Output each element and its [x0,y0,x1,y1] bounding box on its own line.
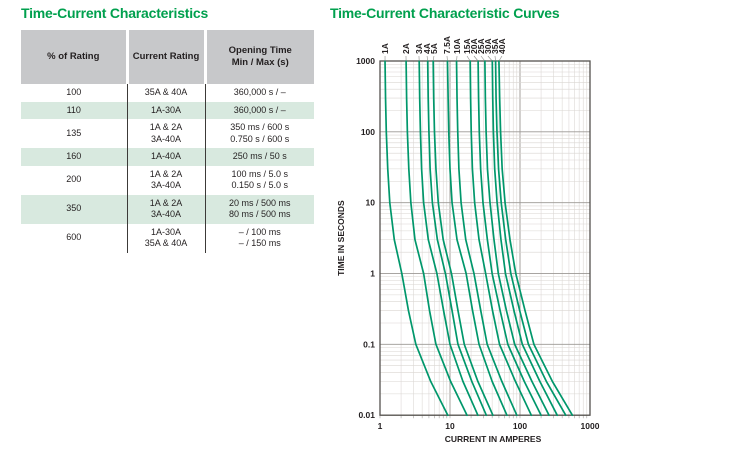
cell-current-rating: 1A & 2A 3A-40A [126,165,205,195]
y-tick-label: 0.01 [358,410,375,420]
x-tick-label: 1 [378,421,383,431]
curve-label-leader [480,55,486,62]
cell-current-rating: 1A-40A [126,148,205,166]
curve-label-35A: 35A [490,38,500,54]
tcc-table-body: 100 35A & 40A 360,000 s / –110 1A-30A 360,00… [21,84,314,253]
cell-opening-time: – / 100 ms – / 150 ms [204,223,314,253]
cell-current-rating: 35A & 40A [126,84,205,102]
curve-label-25A: 25A [476,38,486,54]
cell-opening-time: 20 ms / 500 ms 80 ms / 500 ms [204,194,314,224]
cell-opening-time: 360,000 s / – [204,101,314,119]
curve-label-7.5A: 7.5A [442,36,452,54]
curve-label-4A: 4A [422,43,432,54]
cell-pct-of-rating: 600 [66,232,82,243]
fuse-curve-25A [484,60,550,417]
cell-opening-time: 350 ms / 600 s 0.750 s / 600 s [204,119,314,148]
cell-opening-time: 100 ms / 5.0 s 0.150 s / 5.0 s [204,165,314,195]
table-row: 110 1A-30A 360,000 s / – [21,101,314,119]
table-row: 160 1A-40A 250 ms / 50 s [21,148,314,166]
fuse-curve-3A [418,60,479,417]
cell-pct-of-rating: 100 [66,87,82,97]
y-tick-label: 1 [370,269,375,279]
table-row: 350 1A & 2A 3A-40A 20 ms / 500 ms 80 ms / 50… [21,194,314,224]
fuse-curve-10A [455,60,518,417]
curve-label-30A: 30A [483,38,493,54]
cell-pct-of-rating: 110 [21,101,127,119]
curve-label-leader [473,55,479,62]
y-tick-label: 10 [366,198,376,208]
fuse-curve-20A [477,60,542,417]
curve-label-3A: 3A [414,43,424,54]
column-header: % of Rating [21,30,127,84]
fuse-curve-1A [384,60,449,417]
y-tick-label: 100 [361,127,375,137]
curve-label-leader [498,55,503,62]
fuse-curve-4A [426,60,488,417]
y-tick-label: 0.1 [363,339,375,349]
cell-current-rating: 1A-30A [126,101,205,119]
x-axis-title: CURRENT IN AMPERES [445,434,542,444]
curve-label-leader [432,55,435,62]
curve-label-leader [466,55,471,62]
chart-curves [384,60,574,417]
cell-pct-of-rating: 200 [66,174,82,185]
table-row: 200 1A & 2A 3A-40A 100 ms / 5.0 s 0.150 s / … [21,165,314,195]
column-header: Opening Time Min / Max (s) [203,30,314,84]
time-current-table: % of Rating Current Rating Opening Time Min… [21,30,314,253]
time-current-chart: 1A 2A 3A 4A 5A 7.5A 10A 15A 20A 25A 30A 35A 40A 1 10 1… [330,26,742,468]
cell-current-rating: 1A-30A 35A & 40A [126,223,205,253]
curve-label-leader [494,55,496,62]
cell-pct-of-rating: 350 [21,194,127,224]
curve-label-leader [487,55,493,62]
table-row: 135 1A & 2A 3A-40A 350 ms / 600 s 0.750 s / … [21,119,314,148]
x-tick-label: 10 [445,421,455,431]
fuse-curve-30A [491,60,559,417]
table-row: 600 1A-30A 35A & 40A – / 100 ms – / 150 ms [21,223,314,253]
fuse-curve-5A [432,60,494,417]
curve-label-1A: 1A [380,43,390,54]
chart-axis-labels: 1 10 100 1000 1000 100 10 1 0.1 0.01 CURRENT IN AM… [336,56,600,444]
x-tick-label: 1000 [581,421,600,431]
table-row: 100 35A & 40A 360,000 s / – [21,84,314,102]
curve-label-leader [426,55,428,62]
curve-label-20A: 20A [469,38,479,54]
cell-opening-time: 360,000 s / – [204,84,314,102]
curve-label-2A: 2A [401,43,411,54]
curve-label-40A: 40A [497,38,507,54]
cell-opening-time: 250 ms / 50 s [204,148,314,166]
curve-label-5A: 5A [429,43,439,54]
cell-pct-of-rating: 135 [66,127,82,138]
fuse-curve-40A [498,60,574,417]
fuse-curve-15A [469,60,533,417]
fuse-curve-35A [494,60,567,417]
chart-section-title: Time-Current Characteristic Curves [330,5,560,21]
tcc-table-head-row: % of Rating Current Rating Opening Time Min… [21,30,314,84]
x-tick-label: 100 [513,421,527,431]
fuse-curve-2A [405,60,468,417]
column-header: Current Rating [125,30,205,84]
curve-label-10A: 10A [452,38,462,54]
cell-pct-of-rating: 160 [21,148,127,166]
curve-label-15A: 15A [462,38,472,54]
cell-current-rating: 1A & 2A 3A-40A [126,119,205,148]
y-axis-title: TIME IN SECONDS [336,200,346,276]
cell-current-rating: 1A & 2A 3A-40A [126,194,205,224]
table-section-title: Time-Current Characteristics [21,5,209,21]
fuse-curve-7.5A [446,60,508,417]
y-tick-label: 1000 [356,56,375,66]
